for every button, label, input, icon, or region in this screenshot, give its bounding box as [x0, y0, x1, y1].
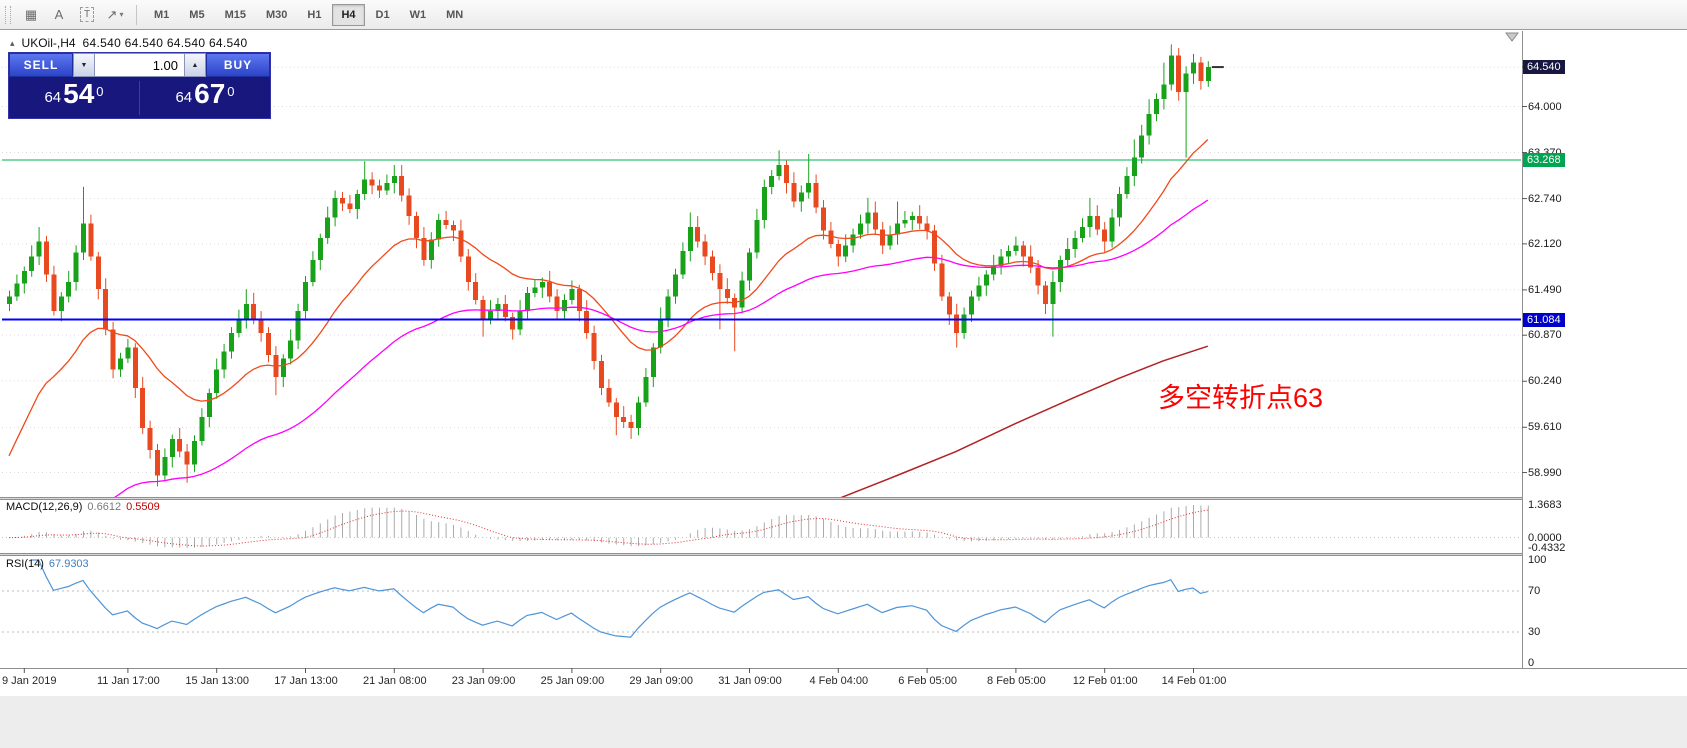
ma-fast-line [8, 139, 1209, 457]
price-tag-green-line: 63.268 [1523, 153, 1565, 167]
rsi-scale-label: 0 [1528, 657, 1535, 669]
timeframe-button-MN[interactable]: MN [446, 8, 464, 21]
x-axis-label: 8 Feb 05:00 [987, 675, 1046, 687]
macd-scale-max: 1.3683 [1528, 499, 1562, 511]
y-axis-label: 61.490 [1528, 283, 1562, 296]
x-axis-label: 11 Jan 17:00 [96, 675, 160, 687]
sell-button[interactable]: SELL [9, 53, 73, 77]
y-axis[interactable]: 64.54064.00063.37062.74062.12061.49060.8… [1522, 31, 1687, 669]
rsi-value: 67.9303 [48, 558, 89, 570]
arrows-icon[interactable]: ↗ ▾ [106, 6, 124, 22]
toolbar-separator [136, 4, 137, 25]
panel-separator[interactable] [0, 497, 1522, 500]
price-tag-bid: 64.540 [1523, 60, 1565, 75]
trend-line[interactable] [838, 345, 1209, 499]
rsi-scale-label: 30 [1528, 626, 1541, 639]
macd-signal-value: 0.5509 [126, 501, 160, 513]
toolbar-gripper-icon[interactable] [5, 5, 11, 24]
ohlc-readout: 64.540 64.540 64.540 64.540 [82, 36, 248, 50]
trade-panel-quotes: 64 54 0 64 67 0 [9, 77, 270, 118]
x-axis-label: 21 Jan 08:00 [362, 675, 427, 687]
rsi-name: RSI(14) [6, 558, 44, 570]
macd-scale-zero: 0.0000 [1528, 531, 1562, 544]
x-axis-label: 15 Jan 13:00 [185, 675, 249, 687]
ask-price-pip: 0 [227, 84, 235, 99]
timeframes-toolbar: M1 M5 M15 M30 H1 H4 D1 W1 MN [144, 3, 473, 26]
ma-medium-line [114, 199, 1209, 497]
y-axis-label: 60.240 [1528, 375, 1562, 388]
ask-price-int: 64 [175, 89, 193, 106]
caret-down-icon: ▼ [80, 61, 88, 69]
x-axis[interactable]: 9 Jan 2019 11 Jan 17:00 15 Jan 13:00 17 Jan… [0, 668, 1522, 696]
ask-price-big: 67 [194, 78, 226, 109]
toolbar: ▦ A T ↗ ▾ M1 M5 M15 M30 H1 H4 D1 W1 MN [0, 0, 1687, 30]
x-axis-label: 25 Jan 09:00 [540, 675, 605, 687]
x-axis-label: 9 Jan 2019 [2, 675, 57, 687]
bottom-band [0, 696, 1687, 748]
main-plot-layer [2, 44, 1521, 499]
ask-price[interactable]: 64 67 0 [140, 80, 270, 115]
timeframe-button-D1[interactable]: D1 [375, 8, 390, 21]
y-axis-label: 60.870 [1528, 329, 1562, 342]
x-axis-label: 31 Jan 09:00 [718, 675, 782, 687]
timeframe-button-W1[interactable]: W1 [409, 8, 427, 21]
rsi-scale-label: 70 [1528, 584, 1541, 597]
chart-title-row: ▴ UKOil-,H4 64.540 64.540 64.540 64.540 [10, 36, 247, 50]
bid-price[interactable]: 64 54 0 [9, 80, 139, 115]
x-axis-label: 6 Feb 05:00 [898, 675, 957, 687]
timeframe-button-H4[interactable]: H4 [332, 3, 365, 26]
macd-scale-min: -0.4332 [1528, 542, 1566, 554]
bid-price-int: 64 [44, 89, 62, 106]
rsi-line [31, 559, 1208, 638]
trade-panel-controls: SELL ▼ ▲ BUY [9, 53, 270, 77]
dropdown-caret-icon: ▾ [119, 10, 124, 19]
volume-decrease-button[interactable]: ▼ [73, 53, 95, 77]
chart-annotation[interactable]: 多空转折点63 [1158, 383, 1324, 413]
bid-price-pip: 0 [96, 84, 104, 99]
buy-button[interactable]: BUY [206, 53, 270, 77]
caret-up-icon: ▲ [191, 61, 199, 69]
panel-toggle-icon[interactable]: ▴ [10, 37, 15, 48]
volume-increase-button[interactable]: ▲ [184, 53, 206, 77]
macd-main-value: 0.6612 [87, 501, 122, 513]
line-studies-toolbar: ▦ A T ↗ ▾ [17, 3, 129, 27]
timeframe-button-M30[interactable]: M30 [265, 8, 288, 21]
x-axis-label: 4 Feb 04:00 [809, 675, 869, 687]
macd-name: MACD(12,26,9) [6, 501, 83, 513]
panel-separator[interactable] [0, 553, 1522, 556]
text-label-icon[interactable]: A [54, 7, 64, 22]
rsi-scale-label: 100 [1528, 554, 1547, 566]
y-axis-label: 64.000 [1528, 100, 1562, 113]
y-axis-label: 62.740 [1528, 192, 1562, 205]
bid-price-big: 54 [63, 78, 95, 109]
x-axis-label: 23 Jan 09:00 [451, 675, 516, 687]
y-axis-label: 62.120 [1528, 237, 1562, 250]
timeframe-button-M1[interactable]: M1 [154, 8, 170, 21]
volume-input[interactable] [95, 53, 184, 77]
x-axis-label: 29 Jan 09:00 [629, 675, 693, 687]
price-tag-blue-line: 61.084 [1523, 312, 1565, 327]
macd-histogram [16, 505, 1209, 548]
macd-panel-label: MACD(12,26,9) 0.6612 0.5509 [6, 501, 160, 513]
y-axis-label: 58.990 [1528, 466, 1562, 479]
x-axis-label: 12 Feb 01:00 [1072, 675, 1138, 687]
grid-icon[interactable]: ▦ [24, 6, 38, 22]
rsi-panel-label: RSI(14) 67.9303 [6, 558, 89, 570]
timeframe-button-M15[interactable]: M15 [224, 8, 246, 21]
text-box-icon[interactable]: T [73, 3, 101, 27]
y-axis-label: 59.610 [1528, 421, 1562, 434]
chart-shift-marker[interactable] [1505, 32, 1519, 42]
chart-symbol-period: UKOil-,H4 [21, 36, 76, 50]
chart-background [0, 31, 1687, 748]
timeframe-button-M5[interactable]: M5 [189, 8, 205, 21]
timeframe-button-H1[interactable]: H1 [307, 8, 322, 21]
quote-divider [139, 80, 140, 115]
x-axis-label: 17 Jan 13:00 [274, 675, 338, 687]
x-axis-label: 14 Feb 01:00 [1161, 675, 1227, 687]
